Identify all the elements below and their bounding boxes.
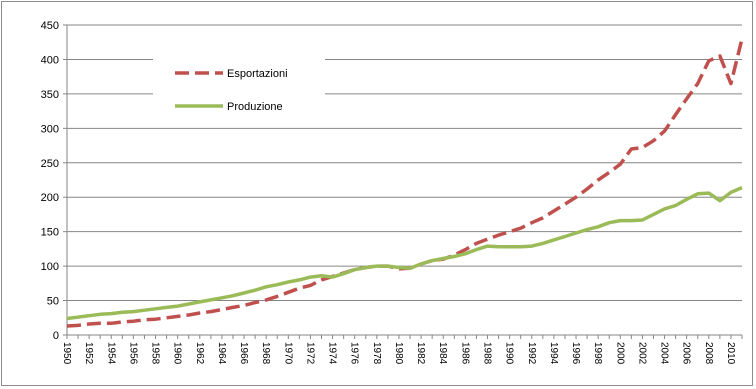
x-tick-label-text: 1956 — [127, 342, 138, 365]
x-tick-label-text: 2010 — [725, 342, 736, 365]
x-tick-label-text: 1958 — [150, 342, 161, 365]
legend: Esportazioni Produzione — [153, 57, 325, 115]
x-tick-label: 1954 — [105, 342, 116, 365]
x-tick-label: 1962 — [194, 342, 205, 365]
x-tick-label: 2010 — [725, 342, 736, 365]
y-axis: 0 50 100 150 200 250 300 350 400 450 — [41, 20, 68, 342]
x-tick-label-text: 1952 — [83, 342, 94, 365]
x-tick-label-text: 1974 — [327, 342, 338, 365]
x-tick-label: 2002 — [636, 342, 647, 365]
x-tick-label-text: 1968 — [260, 342, 271, 365]
x-tick-label: 1952 — [83, 342, 94, 365]
y-tick-label: 50 — [47, 296, 59, 308]
x-axis: 1950 1952 1954 1956 1958 1960 1962 1964 1966 1968… — [61, 334, 743, 365]
y-tick-label: 150 — [41, 227, 59, 239]
x-tick-label: 2006 — [681, 342, 692, 365]
x-tick-label-text: 2000 — [614, 342, 625, 365]
y-tick-label: 200 — [41, 192, 59, 204]
y-tick-label: 350 — [41, 89, 59, 101]
x-tick-label-text: 1964 — [216, 342, 227, 365]
y-tick-label: 400 — [41, 54, 59, 66]
x-tick-label-text: 1970 — [282, 342, 293, 365]
x-tick-label: 1990 — [504, 342, 515, 365]
x-tick-label: 1976 — [349, 342, 360, 365]
x-tick-label: 1996 — [570, 342, 581, 365]
x-tick-label: 2008 — [703, 342, 714, 365]
x-tick-label-text: 1988 — [481, 342, 492, 365]
x-tick-label-text: 2008 — [703, 342, 714, 365]
x-tick-label: 1992 — [526, 342, 537, 365]
x-tick-label: 1980 — [393, 342, 404, 365]
x-tick-label: 1978 — [371, 342, 382, 365]
x-tick-label-text: 1962 — [194, 342, 205, 365]
y-tick-label: 300 — [41, 123, 59, 135]
x-tick-label-text: 1950 — [61, 342, 72, 365]
x-tick-label: 1984 — [437, 342, 448, 365]
x-tick-label-text: 1998 — [592, 342, 603, 365]
x-tick-label-text: 1976 — [349, 342, 360, 365]
x-tick-label: 1968 — [260, 342, 271, 365]
x-tick-label-text: 2006 — [681, 342, 692, 365]
x-tick-label-text: 1980 — [393, 342, 404, 365]
x-tick-label: 1964 — [216, 342, 227, 365]
x-tick-label: 1988 — [481, 342, 492, 365]
y-tick-label: 100 — [41, 261, 59, 273]
x-tick-label: 1994 — [548, 342, 559, 365]
x-tick-label: 1998 — [592, 342, 603, 365]
x-tick-label-text: 1966 — [238, 342, 249, 365]
y-tick-label: 0 — [53, 330, 59, 342]
series-lines — [66, 38, 744, 328]
x-tick-label: 1966 — [238, 342, 249, 365]
x-tick-label-text: 1990 — [504, 342, 515, 365]
x-tick-label: 1970 — [282, 342, 293, 365]
x-tick-label-text: 2002 — [636, 342, 647, 365]
y-tick-label: 450 — [41, 20, 59, 32]
x-tick-label-text: 1984 — [437, 342, 448, 365]
series-line-produzione — [66, 185, 743, 321]
x-tick-label: 1958 — [150, 342, 161, 365]
x-tick-label: 1972 — [304, 342, 315, 365]
x-tick-label-text: 2004 — [659, 342, 670, 365]
x-tick-label: 1974 — [327, 342, 338, 365]
x-tick-label: 2004 — [659, 342, 670, 365]
x-tick-label-text: 1972 — [304, 342, 315, 365]
y-tick-label: 250 — [41, 158, 59, 170]
x-tick-label-text: 1978 — [371, 342, 382, 365]
legend-label-produzione: Produzione — [227, 101, 283, 113]
x-tick-label-text: 1982 — [415, 342, 426, 365]
x-tick-label: 1982 — [415, 342, 426, 365]
x-tick-label-text: 1992 — [526, 342, 537, 365]
x-tick-label-text: 1996 — [570, 342, 581, 365]
legend-label-esportazioni: Esportazioni — [227, 68, 288, 80]
x-tick-label: 2000 — [614, 342, 625, 365]
x-tick-label-text: 1960 — [172, 342, 183, 365]
gridlines — [67, 24, 742, 302]
x-tick-label: 1960 — [172, 342, 183, 365]
x-tick-label: 1950 — [61, 342, 72, 365]
x-tick-label: 1986 — [459, 342, 470, 365]
x-tick-label: 1956 — [127, 342, 138, 365]
x-tick-label-text: 1994 — [548, 342, 559, 365]
x-tick-label-text: 1986 — [459, 342, 470, 365]
x-tick-label-text: 1954 — [105, 342, 116, 365]
